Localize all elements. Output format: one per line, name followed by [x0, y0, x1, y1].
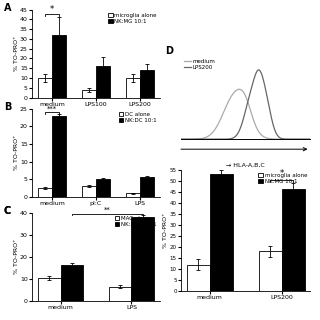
Legend: medium, LPS200: medium, LPS200	[184, 59, 216, 71]
Bar	[52, 116, 66, 197]
Bar	[109, 286, 132, 301]
Legend: DC alone, NK:DC 10:1: DC alone, NK:DC 10:1	[118, 112, 157, 124]
Bar	[282, 189, 305, 291]
Text: C: C	[4, 206, 11, 216]
Text: *: *	[50, 5, 54, 14]
Bar	[140, 177, 154, 197]
Bar	[259, 252, 282, 291]
Text: *: *	[279, 170, 284, 179]
Bar	[126, 193, 140, 197]
Text: A: A	[4, 3, 11, 12]
Bar	[96, 179, 110, 197]
Y-axis label: % TO-PRO⁺: % TO-PRO⁺	[13, 239, 19, 275]
Bar	[60, 265, 83, 301]
Bar	[82, 186, 96, 197]
Bar	[82, 90, 96, 98]
Text: ***: ***	[47, 106, 57, 112]
Bar	[187, 265, 210, 291]
Text: → HLA-A,B,C: → HLA-A,B,C	[226, 163, 265, 167]
Y-axis label: % TO-PRO⁺: % TO-PRO⁺	[13, 36, 19, 71]
Bar	[96, 66, 110, 98]
Y-axis label: % TO-PRO⁺: % TO-PRO⁺	[13, 135, 19, 171]
Legend: microglia alone, NK:MG 10:1: microglia alone, NK:MG 10:1	[258, 172, 308, 184]
Bar	[38, 188, 52, 197]
Text: C: C	[4, 206, 11, 216]
Bar	[132, 217, 154, 301]
Legend: microglia alone, NK:MG 10:1: microglia alone, NK:MG 10:1	[108, 12, 157, 24]
Bar	[38, 278, 60, 301]
Bar	[140, 70, 154, 98]
Text: B: B	[4, 102, 11, 112]
Text: D: D	[165, 46, 173, 56]
Legend: MAC alone, NK:MAC 10:1: MAC alone, NK:MAC 10:1	[114, 216, 157, 228]
Bar	[52, 35, 66, 98]
Text: **: **	[104, 207, 111, 213]
Bar	[210, 174, 233, 291]
Bar	[126, 78, 140, 98]
Y-axis label: % TO-PRO⁺: % TO-PRO⁺	[163, 213, 168, 248]
Bar	[38, 78, 52, 98]
